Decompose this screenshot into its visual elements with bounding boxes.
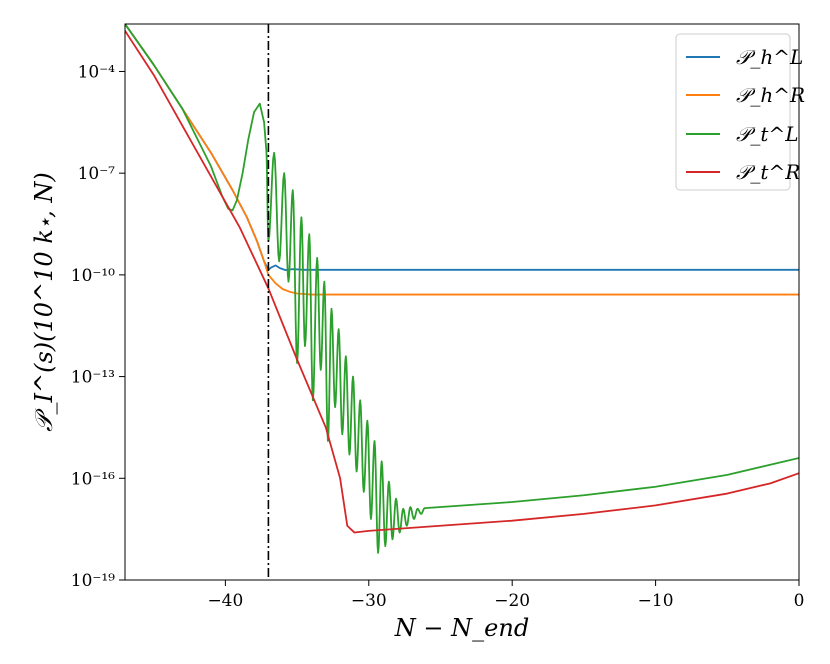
legend: 𝒫_h^L 𝒫_h^R 𝒫_t^L 𝒫_t^R <box>675 33 805 191</box>
x-tick-label: −40 <box>207 591 243 611</box>
legend-label-ptl: 𝒫_t^L <box>736 122 799 146</box>
x-tick-label: −30 <box>351 591 387 611</box>
y-tick-label: 10⁻⁷ <box>78 164 116 184</box>
series-line-ptl <box>125 24 799 554</box>
legend-label-ptr: 𝒫_t^R <box>736 160 800 184</box>
y-tick-label: 10⁻¹⁰ <box>71 266 115 286</box>
series-lines <box>125 24 799 554</box>
x-axis-ticks: −40 −30 −20 −10 0 <box>207 580 804 611</box>
x-tick-label: 0 <box>794 591 805 611</box>
x-tick-label: −10 <box>638 591 674 611</box>
plot-frame <box>124 23 800 581</box>
series-line-phr <box>125 24 799 296</box>
plot-area <box>124 23 800 581</box>
legend-label-phl: 𝒫_h^L <box>736 45 803 69</box>
y-axis-ticks: 10⁻⁴ 10⁻⁷ 10⁻¹⁰ 10⁻¹³ 10⁻¹⁶ 10⁻¹⁹ <box>71 62 125 591</box>
x-tick-label: −20 <box>494 591 530 611</box>
legend-label-phr: 𝒫_h^R <box>736 83 805 107</box>
y-axis-label: 𝒫_I^(s)(10^10 k⋆, N) <box>30 172 58 432</box>
y-tick-label: 10⁻⁴ <box>78 62 116 82</box>
y-tick-label: 10⁻¹³ <box>71 368 115 388</box>
series-line-ptr <box>125 30 799 534</box>
y-tick-label: 10⁻¹⁶ <box>71 469 115 489</box>
x-axis-label: N − N_end <box>394 614 529 642</box>
legend-box <box>675 33 791 191</box>
y-tick-label: 10⁻¹⁹ <box>71 571 115 591</box>
